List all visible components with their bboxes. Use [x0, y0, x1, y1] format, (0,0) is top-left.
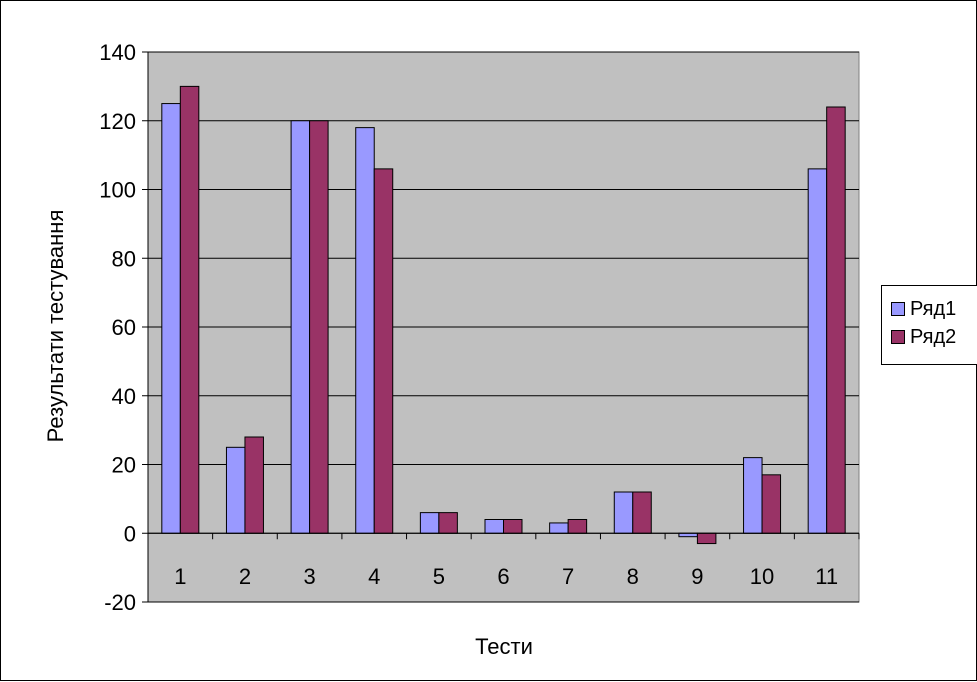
legend-label-series-1: Ряд1 — [910, 297, 957, 320]
y-tick-label: 40 — [112, 384, 136, 409]
y-tick-label: 80 — [112, 246, 136, 271]
bar-series-2-cat-1 — [179, 85, 200, 534]
bar-series-2-cat-5 — [438, 512, 458, 534]
x-tick-label: 9 — [691, 564, 703, 589]
x-tick-label: 6 — [497, 564, 509, 589]
bar-series-1-cat-3 — [290, 120, 311, 534]
bar-series-2-cat-3 — [309, 120, 329, 534]
y-axis-title: Результати тестування — [43, 210, 68, 443]
y-tick-label: 140 — [99, 40, 136, 65]
bar-series-1-cat-2 — [225, 446, 246, 534]
bar-series-2-cat-9 — [696, 532, 717, 545]
bar-series-1-cat-5 — [419, 512, 440, 534]
x-axis-title: Тести — [475, 634, 533, 659]
bar-series-1-cat-4 — [355, 127, 375, 534]
bar-series-1-cat-10 — [743, 457, 763, 534]
y-tick-label: -20 — [104, 590, 136, 615]
bar-series-2-cat-6 — [503, 519, 523, 534]
bar-series-2-cat-11 — [826, 106, 846, 534]
x-tick-label: 7 — [562, 564, 574, 589]
legend-item-series-1: Ряд1 — [891, 296, 956, 322]
bar-series-1-cat-11 — [807, 168, 828, 534]
bar-series-2-cat-10 — [761, 474, 782, 534]
x-tick-label: 10 — [750, 564, 774, 589]
y-tick-label: 0 — [124, 521, 136, 546]
bar-series-2-cat-2 — [244, 436, 264, 534]
legend-swatch-series-1 — [891, 302, 905, 316]
bar-series-1-cat-9 — [678, 532, 698, 538]
x-tick-label: 1 — [174, 564, 186, 589]
y-tick-label: 60 — [112, 315, 136, 340]
bar-series-1-cat-8 — [613, 491, 634, 534]
bar-series-2-cat-7 — [567, 519, 588, 534]
x-tick-label: 3 — [303, 564, 315, 589]
x-tick-label: 4 — [368, 564, 380, 589]
bar-series-1-cat-7 — [549, 522, 569, 534]
bar-series-1-cat-1 — [161, 103, 181, 534]
bar-series-1-cat-6 — [484, 519, 504, 534]
legend-swatch-series-2 — [891, 330, 905, 344]
y-tick-label: 100 — [99, 178, 136, 203]
bars — [161, 85, 846, 545]
x-tick-label: 8 — [627, 564, 639, 589]
x-tick-labels: 1 2 3 4 5 6 7 8 9 10 11 — [174, 564, 838, 589]
x-tick-label: 2 — [239, 564, 251, 589]
y-tick-labels: -20 0 20 40 60 80 100 120 140 — [99, 40, 136, 615]
bar-series-2-cat-8 — [632, 491, 652, 534]
x-tick-label: 11 — [815, 564, 838, 589]
x-tick-label: 5 — [433, 564, 445, 589]
bar-series-2-cat-4 — [373, 168, 394, 534]
y-tick-label: 120 — [99, 109, 136, 134]
legend-label-series-2: Ряд2 — [910, 325, 957, 348]
axes — [142, 51, 860, 603]
legend: Ряд1 Ряд2 — [881, 285, 977, 365]
y-tick-label: 20 — [112, 453, 136, 478]
legend-item-series-2: Ряд2 — [891, 324, 956, 350]
